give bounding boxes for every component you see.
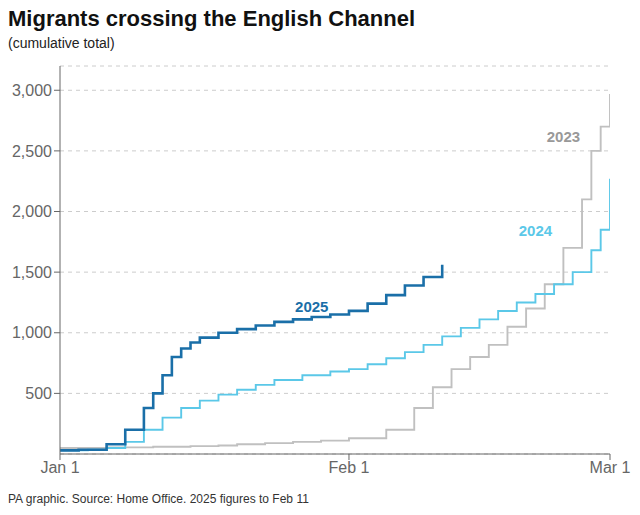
html-text:(cumulative total): (cumulative total) bbox=[8, 35, 115, 51]
svg-text:1,000: 1,000 bbox=[12, 324, 52, 341]
svg-text:Mar 1: Mar 1 bbox=[590, 459, 631, 476]
svg-text:3,000: 3,000 bbox=[12, 82, 52, 99]
svg-text:500: 500 bbox=[25, 385, 52, 402]
svg-text:2025: 2025 bbox=[295, 298, 328, 315]
svg-text:2,500: 2,500 bbox=[12, 143, 52, 160]
html-text:PA graphic. Source: Home Offic: PA graphic. Source: Home Office. 2025 fi… bbox=[8, 492, 309, 506]
svg-text:2,000: 2,000 bbox=[12, 203, 52, 220]
svg-text:Jan 1: Jan 1 bbox=[40, 459, 79, 476]
svg-text:2023: 2023 bbox=[547, 128, 580, 145]
svg-text:2024: 2024 bbox=[519, 222, 553, 239]
svg-text:Feb 1: Feb 1 bbox=[329, 459, 370, 476]
svg-text:1,500: 1,500 bbox=[12, 264, 52, 281]
html-text:Migrants crossing the English: Migrants crossing the English Channel bbox=[8, 6, 416, 31]
